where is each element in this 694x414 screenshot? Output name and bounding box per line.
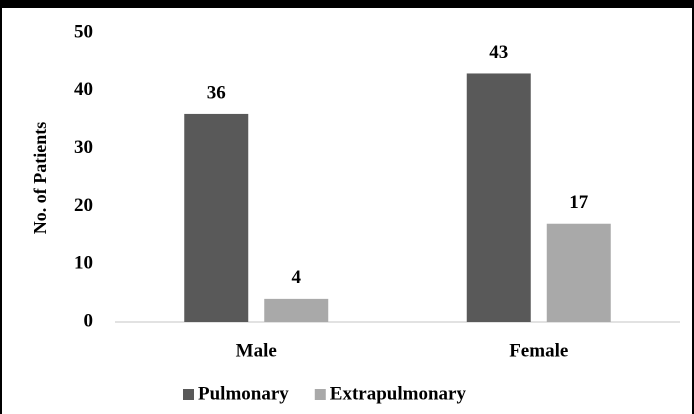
data-label: 17	[569, 192, 589, 213]
data-label: 36	[207, 82, 226, 103]
y-tick-label: 0	[84, 310, 94, 331]
legend-swatch	[314, 389, 326, 400]
x-tick-label: Male	[236, 340, 277, 361]
legend-label: Pulmonary	[198, 383, 289, 404]
y-tick-label: 30	[74, 137, 93, 158]
y-tick-label: 20	[74, 195, 93, 216]
data-label: 43	[489, 42, 508, 63]
y-tick-label: 10	[74, 253, 93, 274]
y-axis-label: No. of Patients	[30, 122, 50, 234]
right-border	[692, 0, 694, 414]
y-tick-label: 40	[74, 79, 93, 100]
bar	[184, 113, 249, 322]
legend-swatch	[183, 389, 194, 400]
bar	[546, 223, 611, 322]
left-border	[0, 0, 2, 414]
y-tick-label: 50	[74, 21, 93, 42]
top-border	[0, 0, 694, 8]
bar	[264, 298, 329, 322]
legend-label: Extrapulmonary	[330, 383, 467, 404]
x-tick-label: Female	[509, 340, 568, 361]
bar	[466, 73, 531, 323]
data-label: 4	[292, 267, 302, 288]
